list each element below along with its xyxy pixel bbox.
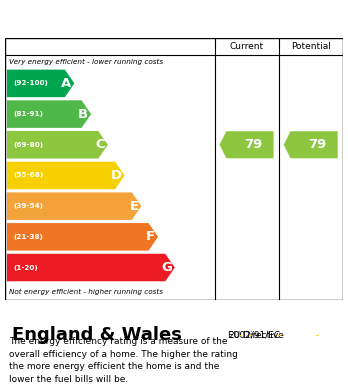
Text: 79: 79 <box>244 138 262 151</box>
Text: F: F <box>146 230 155 243</box>
Text: D: D <box>111 169 122 182</box>
Text: (81-91): (81-91) <box>13 111 43 117</box>
Polygon shape <box>7 162 125 189</box>
Text: (1-20): (1-20) <box>13 265 38 271</box>
Text: E: E <box>129 200 139 213</box>
Polygon shape <box>7 223 158 251</box>
Text: England & Wales: England & Wales <box>12 326 182 344</box>
Text: The energy efficiency rating is a measure of the
overall efficiency of a home. T: The energy efficiency rating is a measur… <box>9 337 237 384</box>
Text: Very energy efficient - lower running costs: Very energy efficient - lower running co… <box>9 58 164 65</box>
Text: (55-68): (55-68) <box>13 172 43 178</box>
Polygon shape <box>7 131 108 158</box>
Text: 79: 79 <box>308 138 326 151</box>
Polygon shape <box>7 192 141 220</box>
Text: Current: Current <box>230 42 264 51</box>
Text: B: B <box>78 108 88 120</box>
Polygon shape <box>7 254 175 281</box>
Text: (39-54): (39-54) <box>13 203 43 209</box>
Polygon shape <box>284 131 338 158</box>
Polygon shape <box>7 70 74 97</box>
Text: A: A <box>61 77 72 90</box>
Text: C: C <box>95 138 105 151</box>
Text: Energy Efficiency Rating: Energy Efficiency Rating <box>9 11 230 27</box>
Text: G: G <box>161 261 172 274</box>
Text: Not energy efficient - higher running costs: Not energy efficient - higher running co… <box>9 289 163 294</box>
Text: (92-100): (92-100) <box>13 81 48 86</box>
Text: (69-80): (69-80) <box>13 142 43 148</box>
Text: 2002/91/EC: 2002/91/EC <box>228 330 280 340</box>
Text: (21-38): (21-38) <box>13 234 43 240</box>
Text: EU Directive: EU Directive <box>228 330 284 340</box>
Text: Potential: Potential <box>291 42 331 51</box>
Polygon shape <box>7 100 91 128</box>
Polygon shape <box>220 131 274 158</box>
